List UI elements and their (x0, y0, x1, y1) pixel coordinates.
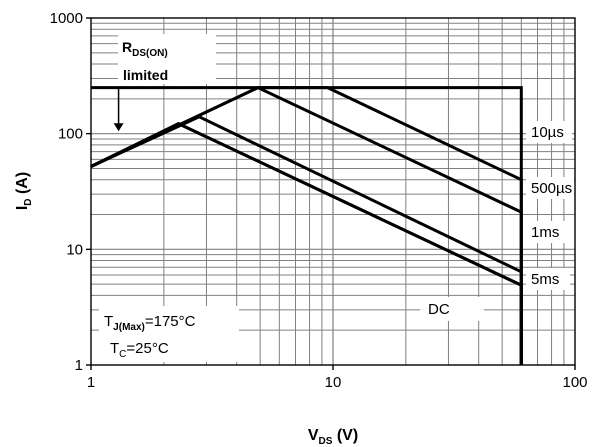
label-5ms: 5ms (531, 271, 559, 288)
label-backgrounds (99, 34, 574, 362)
y-tick-label: 10 (66, 241, 83, 258)
rds-limited-label: limited (123, 67, 168, 83)
tj-label: TJ(Max)=175°C (104, 313, 196, 333)
tc-label: TC=25°C (110, 340, 169, 360)
label-background (526, 177, 574, 199)
y-tick-label: 1 (75, 357, 83, 374)
rds-on-label: RDS(ON) (122, 39, 168, 59)
x-axis-title: VDS (V) (308, 427, 358, 447)
y-tick-label: 100 (58, 126, 83, 143)
tj-sub: J(Max) (113, 322, 145, 333)
label-background (118, 34, 216, 84)
x-axis-sub: DS (318, 436, 332, 447)
tc-suffix: =25°C (126, 340, 168, 357)
label-background (526, 268, 570, 290)
label-10us: 10µs (531, 124, 564, 141)
rds-on-sub: DS(ON) (132, 48, 168, 59)
y-axis-sub: D (23, 198, 34, 205)
label-background (526, 121, 572, 143)
tc-main: T (110, 340, 119, 357)
x-axis-main: V (308, 427, 319, 444)
y-tick-label: 1000 (50, 10, 83, 27)
label-1ms: 1ms (531, 224, 559, 241)
tj-main: T (104, 313, 113, 330)
label-background (99, 306, 239, 362)
y-axis-main: I (14, 206, 31, 210)
x-tick-label: 10 (325, 374, 342, 391)
rds-on-main: R (122, 39, 132, 55)
x-axis-suffix: (V) (332, 427, 358, 444)
label-background (420, 297, 484, 321)
label-background (526, 221, 566, 243)
tc-sub: C (119, 349, 126, 360)
label-500us: 500µs (531, 180, 572, 197)
x-tick-label: 1 (87, 374, 95, 391)
curves (90, 85, 523, 365)
y-axis-suffix: (A) (14, 172, 31, 199)
tj-suffix: =175°C (145, 313, 196, 330)
label-dc: DC (428, 301, 450, 318)
rds-on-arrow-head (113, 123, 124, 132)
y-axis-title: ID (A) (14, 172, 34, 210)
series-line-DC (90, 122, 523, 365)
axis-ticks: 1 10 100 1 10 100 1000 (50, 10, 588, 391)
x-tick-label: 100 (562, 374, 587, 391)
